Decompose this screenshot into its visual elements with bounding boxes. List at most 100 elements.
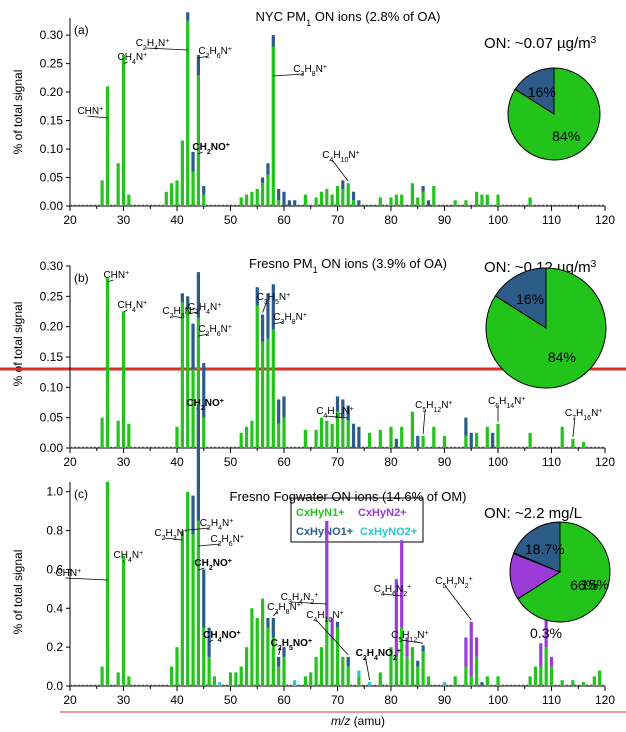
- ion-label: CHN+: [103, 270, 129, 282]
- bar: [186, 296, 190, 309]
- bar: [196, 55, 200, 75]
- ion-leader-line: [145, 47, 188, 51]
- bar: [389, 197, 393, 206]
- bar: [544, 647, 548, 686]
- pie-label: 0.3%: [530, 625, 562, 641]
- bar: [100, 180, 104, 206]
- bar: [346, 656, 350, 667]
- x-axis-label: m/z (amu): [331, 714, 385, 728]
- x-tick-label: 110: [542, 455, 561, 469]
- x-tick-label: 20: [63, 693, 77, 707]
- bar: [277, 188, 281, 201]
- y-tick-label: 0.30: [40, 259, 64, 273]
- x-tick-label: 80: [384, 213, 398, 227]
- x-tick-label: 100: [488, 693, 508, 707]
- ion-leader-line: [331, 159, 349, 182]
- bar: [549, 666, 554, 686]
- y-tick-label: 0.10: [40, 380, 64, 394]
- bar: [319, 647, 324, 686]
- bar: [426, 676, 431, 686]
- y-tick-label: 0.6: [46, 562, 63, 576]
- bar: [582, 441, 586, 448]
- pie-label: 16%: [516, 291, 544, 307]
- bar: [202, 186, 206, 195]
- bar: [426, 200, 431, 206]
- bar: [121, 555, 126, 686]
- bar: [250, 420, 254, 448]
- pie-label: 16%: [528, 84, 556, 100]
- bar: [480, 682, 484, 686]
- bar: [421, 645, 425, 652]
- bar: [239, 432, 243, 448]
- x-tick-label: 70: [331, 213, 345, 227]
- bar: [282, 647, 286, 657]
- panel-c: 20 30 40 50 60 70 80 90 100 110 120 0.0 0.2 0.4 0.6 0.8…: [46, 404, 615, 707]
- bar: [186, 491, 190, 686]
- bar: [560, 426, 564, 448]
- bar: [309, 672, 313, 686]
- bar: [475, 432, 479, 448]
- bar: [560, 680, 564, 686]
- bar: [186, 308, 190, 448]
- bar: [442, 435, 447, 448]
- y-tick-label: 0.10: [40, 142, 64, 156]
- bar: [191, 323, 195, 370]
- on-concentration: ON: ~2.2 mg/L: [484, 505, 582, 522]
- bar: [571, 680, 575, 686]
- x-tick-label: 100: [488, 213, 508, 227]
- ion-leader-line: [107, 279, 114, 283]
- bar: [202, 417, 206, 448]
- y-tick-label: 0.25: [40, 289, 64, 303]
- y-axis-label-b: % of total signal: [11, 302, 25, 387]
- ion-label: CH4NO+: [203, 630, 240, 644]
- y-tick-label: 0.00: [40, 199, 64, 213]
- bar: [389, 647, 393, 686]
- bar: [400, 627, 404, 686]
- ion-label: C4H10N+: [316, 406, 354, 420]
- ion-leader-line: [123, 61, 128, 65]
- bar: [351, 200, 356, 206]
- y-tick-label: 0.05: [40, 411, 64, 425]
- bar: [175, 180, 179, 206]
- bar: [330, 637, 334, 686]
- bar: [202, 569, 206, 628]
- bar: [266, 618, 270, 628]
- y-tick-label: 0.2: [46, 640, 63, 654]
- bar: [341, 417, 345, 448]
- pie-slice: [513, 521, 561, 573]
- panel-label: (a): [74, 23, 89, 37]
- bar: [175, 647, 179, 686]
- bar: [277, 666, 281, 686]
- chart-title: Fresno Fogwater ON ions (14.6% of OM): [230, 489, 467, 504]
- bar: [496, 194, 500, 206]
- bar: [266, 163, 270, 175]
- ion-label: C5H7N2+: [435, 576, 473, 590]
- bar: [346, 666, 350, 686]
- bar: [196, 272, 200, 318]
- bar: [410, 411, 414, 448]
- ion-label: C2H3N+: [162, 306, 196, 320]
- bar: [341, 180, 345, 189]
- bar: [416, 197, 420, 206]
- ion-label: C2H4N+: [136, 38, 170, 52]
- bar: [485, 676, 489, 686]
- bar: [485, 194, 489, 206]
- bar: [271, 329, 275, 448]
- panel-a: 20 30 40 50 60 70 80 90 100 110 120 0.00 0.05 0.10 0.1…: [40, 9, 616, 227]
- ion-leader-line: [164, 537, 183, 541]
- bar: [330, 194, 334, 206]
- y-axis-label-c: % of total signal: [11, 550, 25, 635]
- ion-label: C3H5N+: [257, 292, 291, 306]
- bar: [239, 197, 243, 206]
- bar: [442, 682, 447, 686]
- bar: [175, 426, 179, 448]
- bar: [180, 530, 184, 686]
- bar: [330, 618, 334, 638]
- bar: [186, 12, 190, 21]
- bar: [394, 194, 398, 206]
- ion-label: C2H4N+: [200, 518, 234, 532]
- bar: [592, 676, 596, 686]
- x-tick-label: 90: [438, 213, 452, 227]
- ion-leader-line: [401, 639, 424, 644]
- bar: [239, 666, 243, 686]
